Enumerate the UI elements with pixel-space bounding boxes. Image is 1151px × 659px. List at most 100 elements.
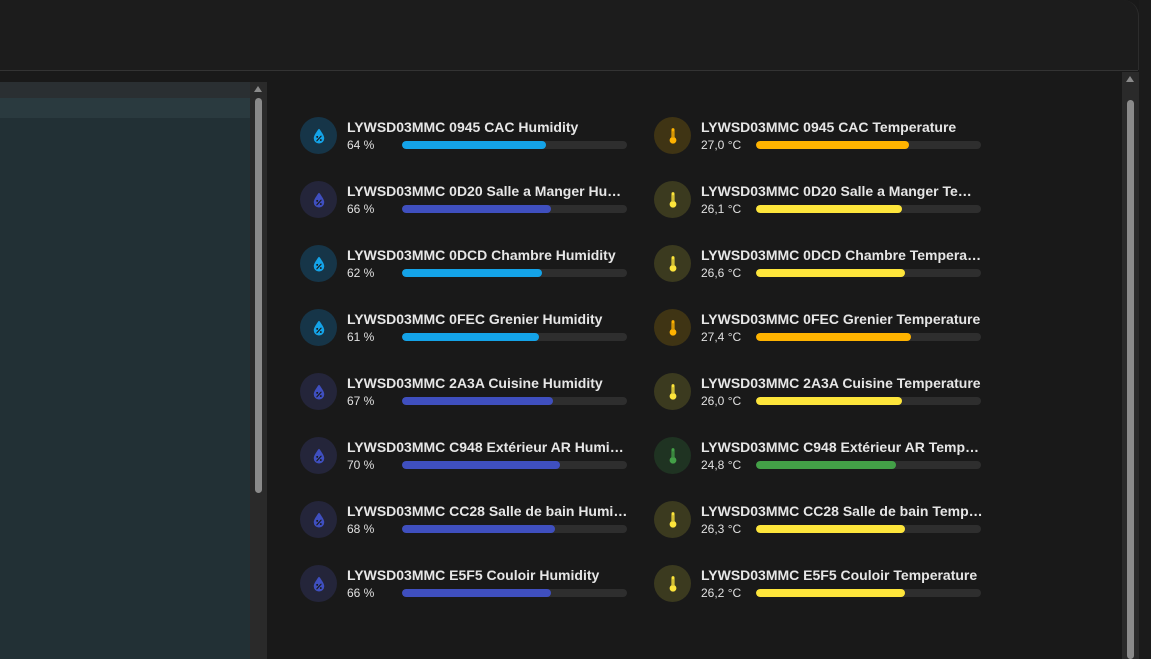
- temperature-entity-row[interactable]: LYWSD03MMC 0D20 Salle a Manger Temperatu…: [654, 179, 990, 243]
- entity-name[interactable]: LYWSD03MMC 0D20 Salle a Manger Humidity: [347, 183, 629, 199]
- state-progress-fill: [756, 589, 905, 597]
- window-top-bar: [0, 0, 1139, 70]
- state-progress-bar: [756, 269, 981, 277]
- state-progress-bar: [756, 397, 981, 405]
- state-progress-fill: [402, 397, 553, 405]
- state-progress-fill: [756, 141, 909, 149]
- water-percent-icon[interactable]: [300, 117, 337, 154]
- entity-name[interactable]: LYWSD03MMC CC28 Salle de bain Temperatur…: [701, 503, 983, 519]
- state-progress-fill: [756, 205, 903, 213]
- water-percent-icon[interactable]: [300, 373, 337, 410]
- entity-name[interactable]: LYWSD03MMC 0945 CAC Temperature: [701, 119, 957, 135]
- state-progress-fill: [402, 141, 546, 149]
- temperature-entity-row[interactable]: LYWSD03MMC CC28 Salle de bain Temperatur…: [654, 499, 990, 563]
- state-progress-bar: [402, 205, 627, 213]
- entity-state: 24,8 °C: [701, 458, 742, 472]
- entity-state: 27,4 °C: [701, 330, 742, 344]
- entity-name[interactable]: LYWSD03MMC 0DCD Chambre Humidity: [347, 247, 616, 263]
- state-progress-bar: [756, 589, 981, 597]
- water-percent-icon[interactable]: [300, 181, 337, 218]
- temperature-entity-row[interactable]: LYWSD03MMC 0945 CAC Temperature 27,0 °C: [654, 115, 990, 179]
- water-percent-icon[interactable]: [300, 309, 337, 346]
- state-progress-fill: [756, 333, 912, 341]
- entity-name[interactable]: LYWSD03MMC 0FEC Grenier Temperature: [701, 311, 981, 327]
- state-progress-fill: [402, 589, 551, 597]
- thermometer-icon[interactable]: [654, 245, 691, 282]
- humidity-entity-row[interactable]: LYWSD03MMC E5F5 Couloir Humidity 66 %: [300, 563, 654, 627]
- entity-state: 27,0 °C: [701, 138, 742, 152]
- entity-name[interactable]: LYWSD03MMC 2A3A Cuisine Humidity: [347, 375, 603, 391]
- entity-state: 70 %: [347, 458, 375, 472]
- humidity-entity-row[interactable]: LYWSD03MMC 0DCD Chambre Humidity 62 %: [300, 243, 654, 307]
- entity-name[interactable]: LYWSD03MMC E5F5 Couloir Temperature: [701, 567, 978, 583]
- state-progress-fill: [402, 205, 551, 213]
- state-progress-bar: [402, 397, 627, 405]
- entity-state: 66 %: [347, 586, 375, 600]
- state-progress-bar: [402, 525, 627, 533]
- state-progress-fill: [402, 269, 542, 277]
- entity-state: 26,0 °C: [701, 394, 742, 408]
- humidity-entity-row[interactable]: LYWSD03MMC C948 Extérieur AR Humidity 70 …: [300, 435, 654, 499]
- entity-state: 66 %: [347, 202, 375, 216]
- state-progress-fill: [756, 269, 905, 277]
- humidity-entity-row[interactable]: LYWSD03MMC CC28 Salle de bain Humidity 68…: [300, 499, 654, 563]
- state-progress-fill: [402, 525, 555, 533]
- humidity-entity-row[interactable]: LYWSD03MMC 0945 CAC Humidity 64 %: [300, 115, 654, 179]
- state-progress-bar: [402, 141, 627, 149]
- main-scrollbar-thumb[interactable]: [1127, 100, 1134, 659]
- water-percent-icon[interactable]: [300, 501, 337, 538]
- thermometer-icon[interactable]: [654, 373, 691, 410]
- thermometer-icon[interactable]: [654, 437, 691, 474]
- temperature-entity-row[interactable]: LYWSD03MMC 0DCD Chambre Temperature 26,6 …: [654, 243, 990, 307]
- state-progress-bar: [756, 205, 981, 213]
- left-panel-selected-row[interactable]: [0, 98, 250, 118]
- entity-state: 26,2 °C: [701, 586, 742, 600]
- entity-state: 26,3 °C: [701, 522, 742, 536]
- state-progress-bar: [402, 269, 627, 277]
- entity-state: 26,6 °C: [701, 266, 742, 280]
- entity-state: 62 %: [347, 266, 375, 280]
- water-percent-icon[interactable]: [300, 565, 337, 602]
- entity-name[interactable]: LYWSD03MMC C948 Extérieur AR Temperature: [701, 439, 983, 455]
- temperature-entity-row[interactable]: LYWSD03MMC 0FEC Grenier Temperature 27,4 …: [654, 307, 990, 371]
- entity-name[interactable]: LYWSD03MMC CC28 Salle de bain Humidity: [347, 503, 629, 519]
- temperature-entity-row[interactable]: LYWSD03MMC 2A3A Cuisine Temperature 26,0 …: [654, 371, 990, 435]
- entity-name[interactable]: LYWSD03MMC 0945 CAC Humidity: [347, 119, 579, 135]
- thermometer-icon[interactable]: [654, 309, 691, 346]
- water-percent-icon[interactable]: [300, 437, 337, 474]
- left-panel-header: [0, 82, 250, 98]
- entity-state: 67 %: [347, 394, 375, 408]
- state-progress-fill: [756, 525, 905, 533]
- state-progress-fill: [756, 397, 903, 405]
- humidity-entity-row[interactable]: LYWSD03MMC 0FEC Grenier Humidity 61 %: [300, 307, 654, 371]
- entity-state: 26,1 °C: [701, 202, 742, 216]
- entity-name[interactable]: LYWSD03MMC E5F5 Couloir Humidity: [347, 567, 600, 583]
- state-progress-bar: [756, 461, 981, 469]
- state-progress-bar: [402, 461, 627, 469]
- thermometer-icon[interactable]: [654, 565, 691, 602]
- entity-name[interactable]: LYWSD03MMC 0D20 Salle a Manger Temperatu…: [701, 183, 983, 199]
- thermometer-icon[interactable]: [654, 501, 691, 538]
- entity-name[interactable]: LYWSD03MMC 0FEC Grenier Humidity: [347, 311, 603, 327]
- entity-name[interactable]: LYWSD03MMC 0DCD Chambre Temperature: [701, 247, 983, 263]
- state-progress-bar: [756, 333, 981, 341]
- main-scroll-up-arrow-icon[interactable]: [1126, 76, 1134, 82]
- top-divider: [0, 70, 1138, 71]
- left-scroll-up-arrow-icon[interactable]: [254, 86, 262, 92]
- thermometer-icon[interactable]: [654, 117, 691, 154]
- left-scrollbar-thumb[interactable]: [255, 98, 262, 493]
- window-edge: [1139, 0, 1151, 659]
- state-progress-bar: [756, 141, 981, 149]
- entity-name[interactable]: LYWSD03MMC C948 Extérieur AR Humidity: [347, 439, 629, 455]
- left-panel: [0, 82, 250, 659]
- sensor-entity-grid: LYWSD03MMC 0945 CAC Humidity 64 % LYWSD03M…: [300, 115, 990, 627]
- entity-state: 68 %: [347, 522, 375, 536]
- temperature-entity-row[interactable]: LYWSD03MMC E5F5 Couloir Temperature 26,2 …: [654, 563, 990, 627]
- entity-name[interactable]: LYWSD03MMC 2A3A Cuisine Temperature: [701, 375, 981, 391]
- state-progress-fill: [402, 461, 560, 469]
- water-percent-icon[interactable]: [300, 245, 337, 282]
- humidity-entity-row[interactable]: LYWSD03MMC 2A3A Cuisine Humidity 67 %: [300, 371, 654, 435]
- humidity-entity-row[interactable]: LYWSD03MMC 0D20 Salle a Manger Humidity 6…: [300, 179, 654, 243]
- thermometer-icon[interactable]: [654, 181, 691, 218]
- temperature-entity-row[interactable]: LYWSD03MMC C948 Extérieur AR Temperature…: [654, 435, 990, 499]
